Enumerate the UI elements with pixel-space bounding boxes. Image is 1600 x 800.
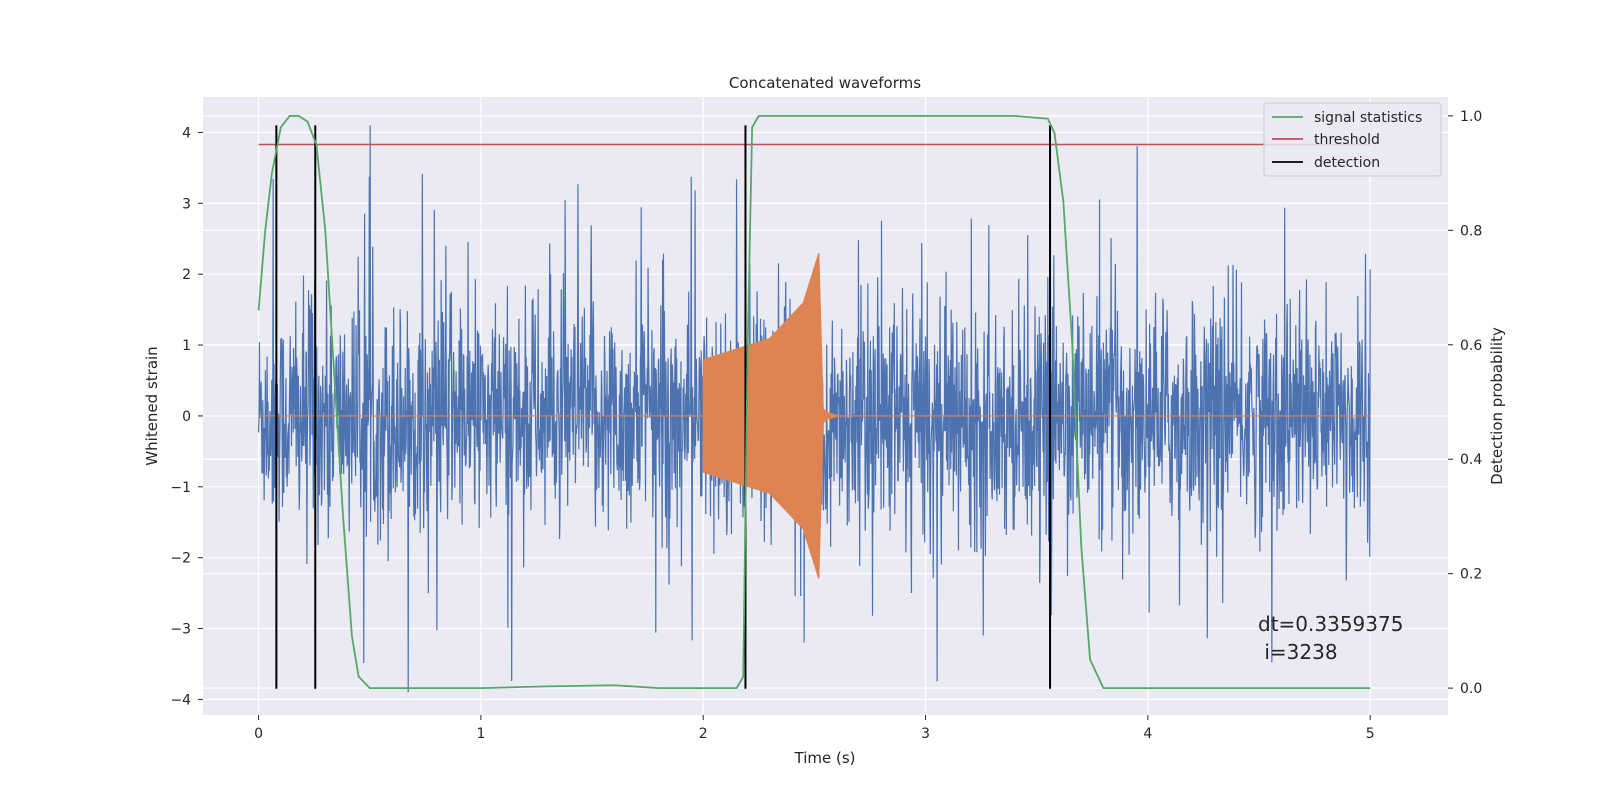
annotation-i: i=3238	[1258, 640, 1338, 664]
y2-tick-label: 0.6	[1460, 338, 1482, 354]
y-tick-label: −1	[170, 480, 191, 496]
y-tick-label: 3	[182, 196, 191, 212]
y2-tick-label: 0.0	[1460, 681, 1482, 697]
y-axis-label: Whitened strain	[143, 346, 161, 465]
y2-tick-label: 1.0	[1460, 109, 1482, 125]
y-tick-label: 0	[182, 409, 191, 425]
annotation-dt: dt=0.3359375	[1258, 612, 1403, 636]
y-tick-label: −4	[170, 692, 191, 708]
tick-labels: 0 1 2 3 4 5 −4 −3 −2 −1 0 1 2 3 4 0.0 0.2 0.4 0.6 0.8 1.0	[170, 109, 1482, 742]
x-axis-label: Time (s)	[794, 749, 856, 767]
chart-title: Concatenated waveforms	[729, 74, 921, 92]
overlay-series	[257, 114, 1371, 690]
y-tick-label: −3	[170, 622, 191, 638]
x-tick-label: 4	[1143, 726, 1152, 742]
y2-tick-label: 0.8	[1460, 223, 1482, 239]
y-tick-label: 4	[182, 125, 191, 141]
legend: signal statistics threshold detection	[1263, 102, 1442, 177]
y-tick-label: 2	[182, 267, 191, 283]
y-tick-label: 1	[182, 338, 191, 354]
x-tick-label: 2	[699, 726, 708, 742]
y2-tick-label: 0.4	[1460, 452, 1482, 468]
y2-tick-label: 0.2	[1460, 567, 1482, 583]
x-tick-label: 3	[921, 726, 930, 742]
x-tick-label: 5	[1366, 726, 1375, 742]
legend-label-threshold: threshold	[1314, 132, 1380, 148]
legend-box	[1263, 102, 1442, 177]
chirp-series	[258, 252, 1371, 579]
legend-label-signal-statistics: signal statistics	[1314, 110, 1422, 126]
x-tick-label: 0	[254, 726, 263, 742]
y2-axis-label: Detection probability	[1488, 327, 1506, 485]
chirp-line	[258, 252, 1371, 579]
y-tick-label: −2	[170, 551, 191, 567]
signal-statistics-line	[257, 114, 1371, 690]
x-tick-label: 1	[476, 726, 485, 742]
legend-label-detection: detection	[1314, 155, 1380, 171]
